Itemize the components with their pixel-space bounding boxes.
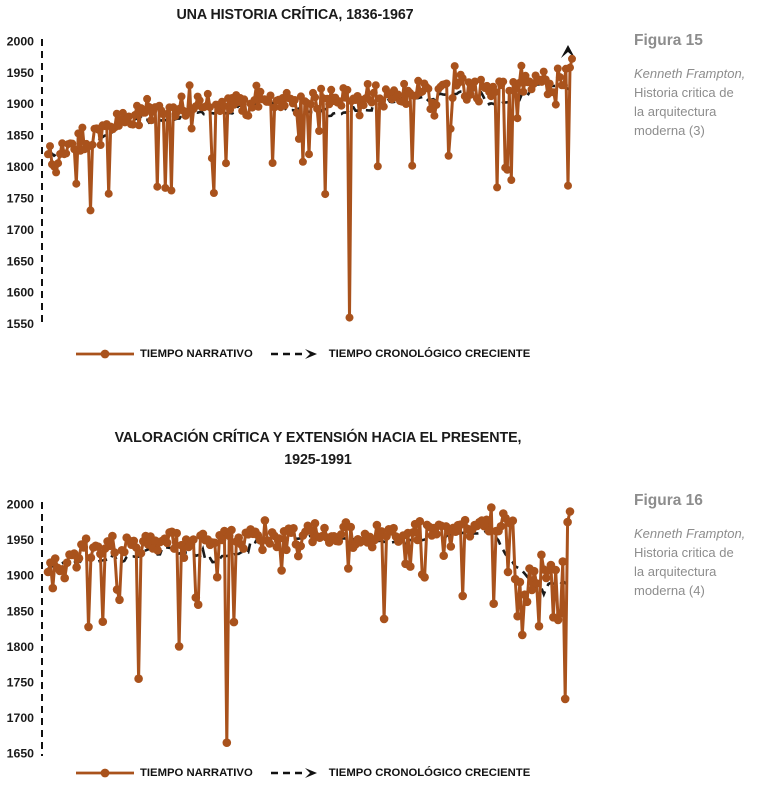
svg-text:2000: 2000 [7,498,35,512]
svg-text:1750: 1750 [7,675,35,689]
svg-text:1650: 1650 [7,747,35,761]
svg-text:1850: 1850 [7,604,35,618]
svg-text:1900: 1900 [7,569,35,583]
svg-text:1700: 1700 [7,711,35,725]
svg-text:1950: 1950 [7,533,35,547]
svg-text:1800: 1800 [7,640,35,654]
